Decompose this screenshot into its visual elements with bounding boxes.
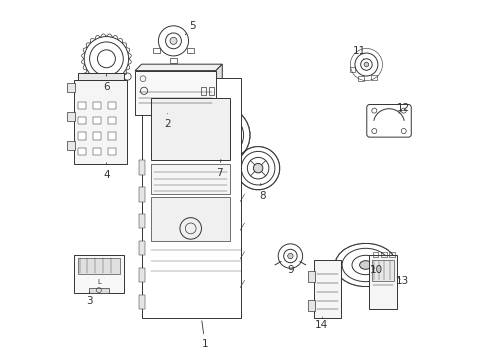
Bar [380, 252, 386, 257]
Ellipse shape [359, 261, 371, 269]
Bar [139, 268, 145, 282]
Circle shape [287, 253, 292, 259]
Bar [314, 260, 341, 318]
Text: 7: 7 [216, 159, 222, 178]
Bar [187, 48, 194, 53]
Circle shape [364, 62, 368, 67]
Bar [307, 300, 314, 311]
Bar [108, 102, 116, 109]
Bar [370, 75, 376, 80]
Bar [135, 71, 215, 116]
Bar [358, 76, 364, 81]
Circle shape [170, 37, 177, 44]
Text: 12: 12 [396, 103, 409, 113]
Bar [93, 102, 101, 109]
Polygon shape [215, 64, 222, 116]
Bar [108, 117, 116, 125]
Text: 3: 3 [86, 292, 93, 306]
Text: 13: 13 [395, 276, 408, 286]
Bar [201, 87, 206, 95]
Bar [349, 67, 355, 72]
Bar [74, 255, 123, 293]
Bar [139, 214, 145, 228]
Text: 2: 2 [164, 114, 170, 129]
Bar [93, 148, 101, 155]
Bar [139, 187, 145, 202]
Text: 5: 5 [185, 21, 195, 35]
Circle shape [214, 129, 227, 141]
Bar [307, 271, 314, 282]
Bar [93, 117, 101, 125]
Bar [388, 252, 394, 257]
Bar [78, 102, 86, 109]
Bar [139, 241, 145, 255]
Text: 4: 4 [103, 163, 109, 180]
Bar [169, 58, 177, 63]
Bar [151, 197, 230, 241]
Text: L: L [97, 279, 101, 285]
Bar [152, 48, 160, 53]
Bar [368, 255, 396, 309]
FancyBboxPatch shape [366, 104, 410, 137]
Bar [139, 160, 145, 175]
Bar [151, 164, 230, 194]
Bar [78, 148, 86, 155]
Bar [67, 140, 75, 149]
Text: 9: 9 [287, 262, 294, 275]
Bar [67, 112, 75, 121]
Text: 14: 14 [314, 317, 327, 330]
Circle shape [253, 163, 263, 173]
Bar [108, 132, 116, 140]
Text: 1: 1 [202, 321, 208, 349]
Bar [151, 98, 230, 160]
Polygon shape [135, 64, 222, 71]
Bar [108, 148, 116, 155]
Text: 10: 10 [369, 265, 382, 275]
Bar [371, 260, 393, 281]
Bar [78, 132, 86, 140]
Text: 11: 11 [352, 46, 365, 59]
Bar [372, 252, 378, 257]
Text: 8: 8 [259, 184, 265, 201]
Bar [208, 87, 213, 95]
Bar [78, 258, 120, 274]
Bar [78, 73, 123, 80]
Bar [142, 78, 241, 318]
Bar [74, 80, 127, 164]
Bar [67, 83, 75, 92]
Text: 6: 6 [103, 74, 109, 92]
Bar [93, 132, 101, 140]
Bar [139, 295, 145, 309]
Bar [89, 288, 108, 293]
Bar [78, 117, 86, 125]
